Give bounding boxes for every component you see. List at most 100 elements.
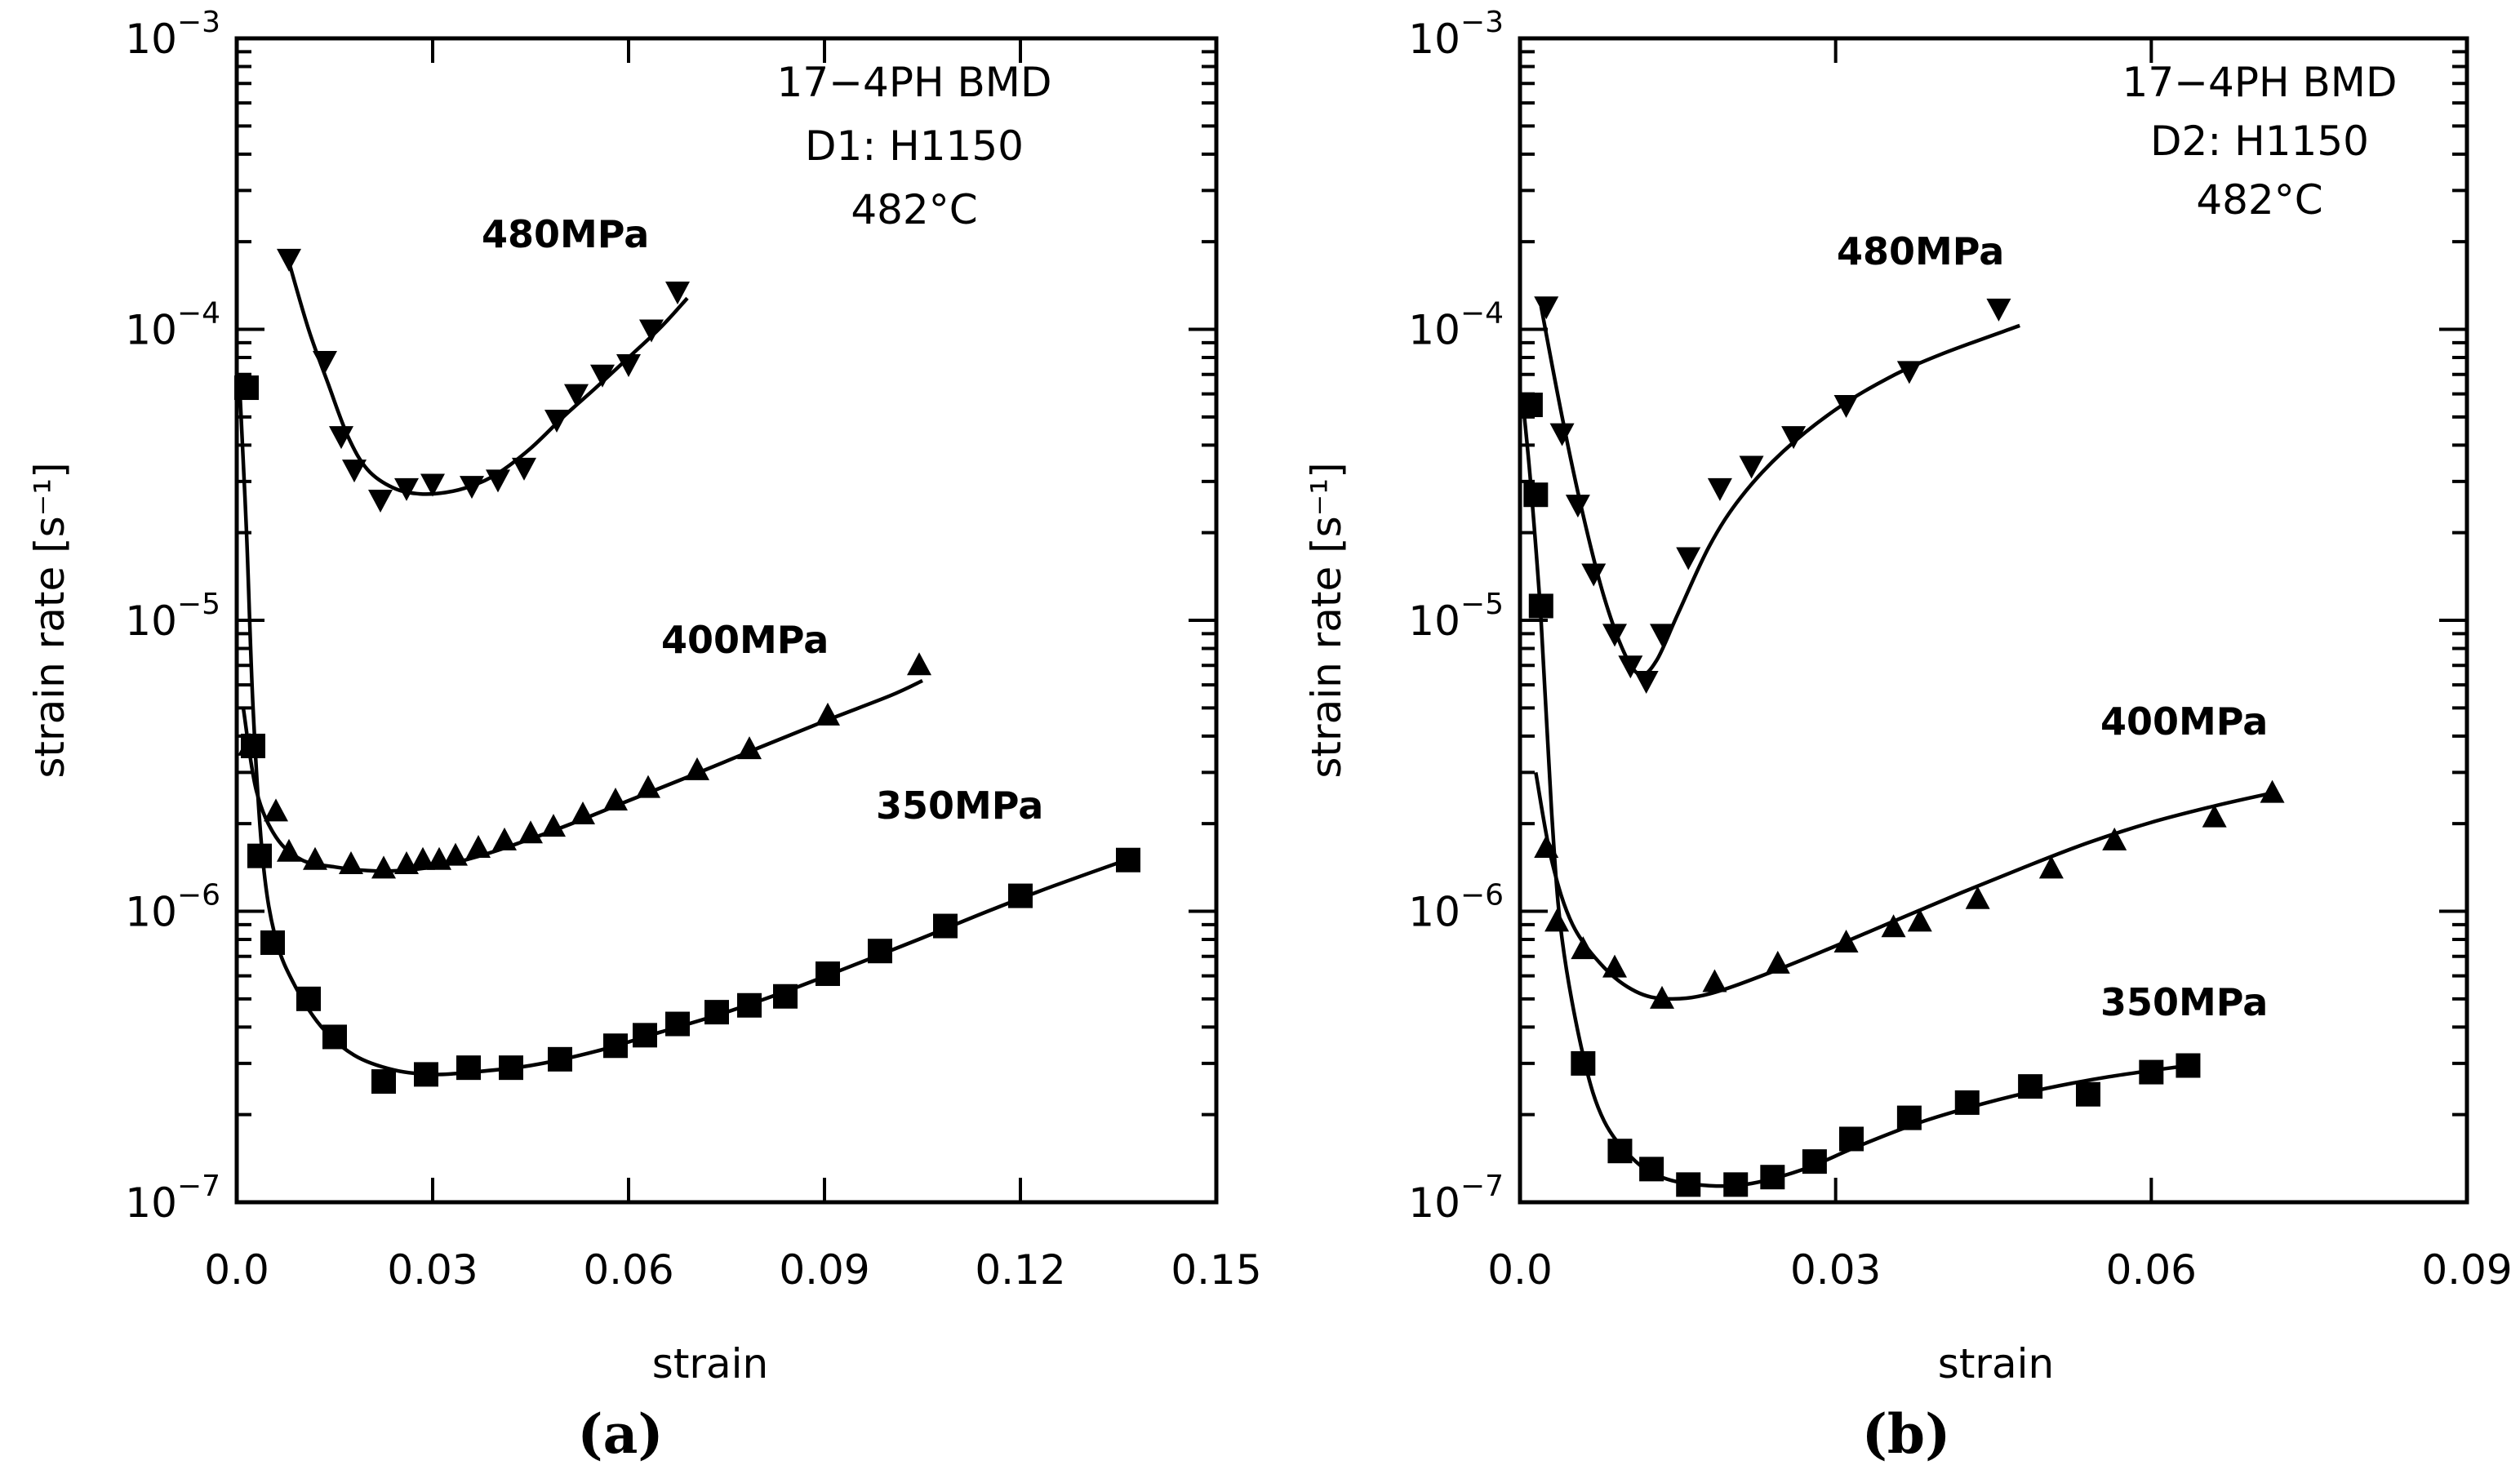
panel-a-x-tick-label: 0.12 bbox=[975, 1246, 1065, 1294]
panel-a-marker-400mpa bbox=[492, 827, 517, 850]
panel-a-marker-350mpa bbox=[773, 983, 798, 1009]
panel-b-marker-350mpa bbox=[1523, 482, 1549, 508]
panel-b-marker-480mpa bbox=[1781, 426, 1807, 450]
panel-a-marker-350mpa bbox=[816, 961, 840, 987]
panel-a-x-tick-label: 0.09 bbox=[779, 1246, 869, 1294]
panel-a-y-tick-label: 10−4 bbox=[125, 297, 220, 354]
panel-a-marker-480mpa bbox=[590, 364, 615, 388]
panel-a-y-tick-labels: 10−7 10−6 10−5 10−4 10−3 bbox=[125, 6, 220, 1227]
panel-a-marker-400mpa bbox=[466, 834, 491, 858]
panel-a-marker-480mpa bbox=[544, 409, 569, 433]
panel-b-y-tick-label: 10−7 bbox=[1408, 1170, 1504, 1227]
panel-a-marker-350mpa bbox=[260, 930, 285, 955]
panel-b-y-tick-label: 10−6 bbox=[1408, 879, 1504, 936]
panel-b-fit-curve-480mpa bbox=[1539, 305, 2020, 677]
panel-a-marker-480mpa bbox=[460, 476, 484, 500]
panel-a-y-tick-label: 10−5 bbox=[125, 588, 220, 645]
panel-b-series-label-480: 480MPa bbox=[1837, 229, 2004, 273]
panel-b-marker-400mpa bbox=[2038, 855, 2064, 879]
panel-b-x-tick-label: 0.03 bbox=[1790, 1246, 1881, 1294]
panel-b-marker-350mpa bbox=[2176, 1053, 2201, 1078]
panel-b-caption-label: (b) bbox=[1862, 1402, 1951, 1466]
panel-b-marker-400mpa bbox=[2202, 804, 2227, 828]
panel-a-marker-400mpa bbox=[541, 814, 566, 837]
panel-a-chart: 0.0 0.03 0.06 0.09 0.12 0.15 10−7 10−6 10−5 10−4… bbox=[26, 6, 1262, 1466]
panel-a-marker-350mpa bbox=[737, 992, 762, 1018]
panel-a-marker-480mpa bbox=[313, 350, 337, 374]
panel-a-marker-480mpa bbox=[639, 319, 664, 343]
panel-a-marker-400mpa bbox=[277, 838, 301, 862]
panel-b-series-label-350: 350MPa bbox=[2100, 980, 2268, 1024]
panel-b-chart: 0.0 0.03 0.06 0.09 10−7 10−6 10−5 10−4 10−3 str… bbox=[1303, 6, 2513, 1466]
panel-b-marker-480mpa bbox=[1650, 624, 1674, 647]
panel-b-series-label-400: 400MPa bbox=[2100, 699, 2268, 744]
panel-a-x-tick-label: 0.03 bbox=[387, 1246, 478, 1294]
panel-a-marker-400mpa bbox=[264, 798, 288, 822]
panel-a-marker-480mpa bbox=[342, 460, 367, 483]
panel-a-marker-350mpa bbox=[548, 1046, 572, 1072]
panel-a-marker-480mpa bbox=[665, 282, 690, 305]
panel-b-marker-350mpa bbox=[1639, 1157, 1664, 1182]
panel-a-marker-480mpa bbox=[512, 457, 536, 481]
panel-a-x-tick-label: 0.0 bbox=[204, 1246, 269, 1294]
panel-a-series-label-400: 400MPa bbox=[661, 618, 829, 662]
panel-b-marker-400mpa bbox=[1881, 914, 1906, 938]
panel-b-marker-400mpa bbox=[1544, 908, 1570, 932]
panel-a-annotation-material: 17−4PH BMD bbox=[777, 59, 1052, 106]
panel-b-marker-480mpa bbox=[1549, 423, 1575, 446]
panel-b-data-markers bbox=[1518, 296, 2285, 1197]
panel-b-x-tick-label: 0.09 bbox=[2421, 1246, 2512, 1294]
panel-a-marker-350mpa bbox=[633, 1023, 657, 1048]
panel-b-marker-350mpa bbox=[1802, 1149, 1827, 1174]
panel-a-marker-350mpa bbox=[322, 1024, 347, 1050]
panel-b-marker-400mpa bbox=[2102, 827, 2127, 850]
panel-a-marker-480mpa bbox=[420, 473, 445, 497]
panel-a-marker-400mpa bbox=[636, 775, 660, 798]
panel-b-fit-curve-400mpa bbox=[1534, 771, 2273, 1001]
panel-b-marker-350mpa bbox=[1954, 1090, 1980, 1115]
panel-b-marker-350mpa bbox=[1839, 1126, 1864, 1152]
panel-a-marker-350mpa bbox=[414, 1062, 438, 1087]
panel-a-marker-350mpa bbox=[933, 913, 958, 939]
panel-a-x-tick-label: 0.15 bbox=[1171, 1246, 1261, 1294]
panel-b-marker-480mpa bbox=[1602, 624, 1627, 647]
panel-a-marker-480mpa bbox=[564, 384, 589, 407]
panel-b-y-tick-label: 10−4 bbox=[1408, 297, 1504, 354]
panel-a-marker-400mpa bbox=[685, 757, 709, 780]
panel-b-marker-400mpa bbox=[2260, 779, 2285, 803]
panel-b-marker-350mpa bbox=[1571, 1050, 1596, 1076]
panel-a-annotation-temperature: 482°C bbox=[851, 186, 977, 233]
panel-a-marker-350mpa bbox=[1008, 883, 1033, 908]
panel-b-y-tick-label: 10−5 bbox=[1408, 588, 1504, 645]
panel-a-marker-350mpa bbox=[868, 939, 892, 964]
panel-a-marker-350mpa bbox=[499, 1055, 523, 1081]
panel-b-annotation-temperature: 482°C bbox=[2196, 176, 2322, 224]
panel-a-marker-480mpa bbox=[277, 248, 301, 272]
panel-a-marker-480mpa bbox=[368, 490, 393, 513]
panel-b-marker-480mpa bbox=[1676, 547, 1701, 571]
panel-b-marker-480mpa bbox=[1739, 455, 1764, 479]
panel-a-annotation-condition: D1: H1150 bbox=[805, 122, 1024, 170]
panel-b-fit-curve-350mpa bbox=[1521, 404, 2189, 1188]
panel-b-marker-350mpa bbox=[1518, 393, 1543, 418]
panel-a-x-tick-label: 0.06 bbox=[583, 1246, 673, 1294]
panel-a-marker-350mpa bbox=[371, 1069, 396, 1094]
panel-b-ticks bbox=[1518, 38, 2469, 1204]
panel-a-series-label-350: 350MPa bbox=[876, 784, 1043, 828]
panel-a-x-axis-label: strain bbox=[652, 1340, 768, 1388]
panel-b-annotation-condition: D2: H1150 bbox=[2150, 118, 2369, 165]
panel-b-marker-480mpa bbox=[1986, 298, 2011, 322]
panel-b-marker-400mpa bbox=[1907, 908, 1932, 932]
panel-b-marker-400mpa bbox=[1571, 936, 1596, 960]
panel-a-marker-400mpa bbox=[443, 842, 468, 866]
panel-a-marker-350mpa bbox=[665, 1011, 690, 1037]
panel-b-marker-400mpa bbox=[1534, 834, 1559, 858]
panel-b-marker-400mpa bbox=[1765, 950, 1790, 974]
panel-b-marker-350mpa bbox=[1607, 1139, 1633, 1164]
panel-a-marker-400mpa bbox=[371, 855, 396, 879]
panel-b-marker-480mpa bbox=[1707, 477, 1732, 501]
panel-a-y-tick-label: 10−3 bbox=[125, 6, 220, 63]
panel-a-marker-400mpa bbox=[411, 846, 435, 870]
panel-a-marker-400mpa bbox=[303, 846, 327, 870]
panel-b-marker-480mpa bbox=[1833, 395, 1859, 419]
